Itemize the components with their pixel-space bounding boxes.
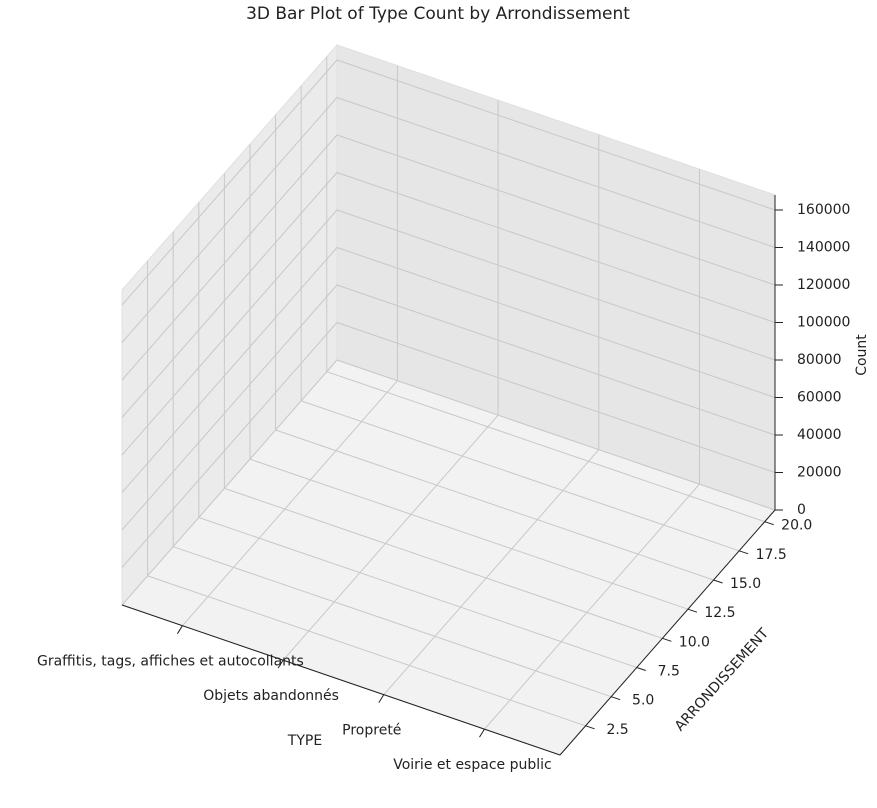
y-tick — [636, 667, 646, 671]
grid-line — [182, 65, 398, 627]
z-tick-label: 80000 — [797, 352, 842, 368]
y-tick-label: 2.5 — [606, 722, 628, 738]
y-tick-label: 7.5 — [658, 664, 680, 680]
grid-line — [121, 96, 776, 343]
y-tick-label: 12.5 — [704, 605, 735, 621]
z-tick-label: 40000 — [797, 427, 842, 443]
grid-line — [121, 359, 776, 606]
x-tick — [176, 625, 183, 634]
z-tick-label: 60000 — [797, 390, 842, 406]
y-tick — [764, 521, 774, 526]
axis-line — [121, 604, 561, 756]
grid-line — [223, 173, 663, 639]
y-tick-label: 5.0 — [632, 693, 654, 709]
grid-line — [121, 209, 776, 456]
z-tick-label: 120000 — [797, 277, 850, 293]
z-tick-label: 100000 — [797, 315, 850, 331]
grid-line — [275, 115, 714, 581]
x-tick-label: Graffitis, tags, affiches et autocollant… — [37, 654, 304, 670]
x-tick-label: Objets abandonnés — [203, 688, 339, 704]
z-tick-label: 140000 — [797, 240, 850, 256]
y-tick-label: 15.0 — [730, 576, 761, 592]
x-tick-label: Propreté — [342, 723, 401, 739]
x-tick-label: Voirie et espace public — [393, 757, 551, 773]
grid-line — [282, 100, 499, 661]
chart-title: 3D Bar Plot of Type Count by Arrondissem… — [246, 4, 630, 24]
grid-line — [121, 59, 776, 306]
x-tick — [479, 728, 485, 738]
grid-line — [121, 171, 776, 418]
grid-line — [147, 260, 586, 727]
grid-line — [121, 321, 776, 568]
grid-line — [383, 134, 600, 695]
z-axis-label: Count — [854, 334, 870, 376]
y-tick — [739, 550, 749, 555]
y-tick-label: 10.0 — [679, 634, 710, 650]
y-tick — [713, 579, 723, 584]
labels: 0 20000 40000 60000 80000 100000 120000 140000 1… — [37, 195, 850, 773]
grid-line — [300, 85, 740, 552]
y-tick — [611, 696, 621, 701]
z-tick-label: 0 — [797, 502, 806, 518]
grid-line — [198, 202, 637, 668]
grid-line — [249, 144, 689, 610]
x-tick — [277, 659, 284, 669]
y-tick — [662, 637, 672, 642]
grid-line — [121, 284, 776, 531]
y-tick — [687, 608, 698, 613]
y-tick — [585, 725, 595, 730]
z-tick-label: 20000 — [797, 465, 842, 481]
x-tick — [378, 694, 385, 703]
grid-line — [484, 169, 700, 730]
grid-line — [326, 56, 765, 523]
grid — [121, 56, 776, 730]
grid-line — [121, 246, 776, 493]
grid-line — [121, 134, 776, 381]
z-tick-label: 160000 — [797, 202, 850, 218]
y-tick-label: 17.5 — [756, 547, 787, 563]
axis-line — [559, 509, 776, 756]
y-tick-label: 20.0 — [781, 518, 812, 534]
x-axis-label: TYPE — [287, 733, 322, 749]
grid-line — [172, 231, 612, 698]
panes — [121, 43, 776, 756]
